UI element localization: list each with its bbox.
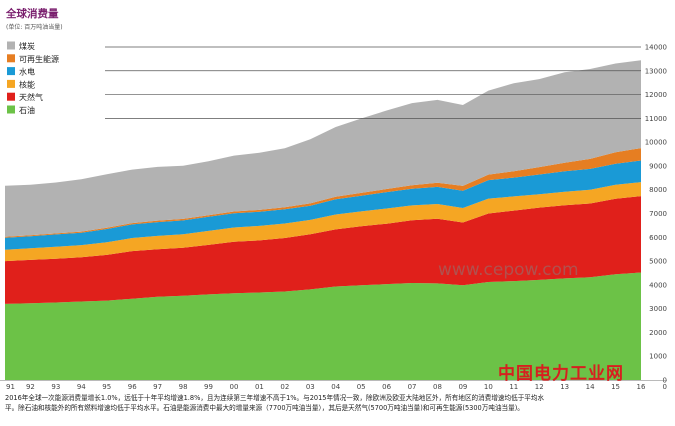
x-tick-label-25: 16 [637,383,646,391]
legend-label-1: 可再生能源 [19,54,59,64]
series-area-1 [5,196,641,304]
y-tick-label-5: 5000 [649,258,667,266]
stacked-area-chart: 0100020003000400050006000700080009000100… [0,41,667,391]
x-tick-label-3: 94 [77,383,86,391]
y-tick-label-12: 12000 [645,91,667,99]
series-area-5 [5,60,641,237]
y-tick-label-2: 2000 [649,329,667,337]
legend-swatch-0 [7,41,15,50]
y-tick-label-10: 10000 [645,139,667,147]
x-tick-label-7: 98 [179,383,188,391]
x-tick-label-15: 06 [382,383,391,391]
x-tick-label-8: 99 [204,383,213,391]
x-tick-label-18: 09 [458,383,467,391]
legend-label-4: 天然气 [19,92,43,102]
y-axis: 0100020003000400050006000700080009000100… [645,44,667,385]
legend-swatch-4 [7,92,15,101]
legend-swatch-1 [7,54,15,63]
y-tick-label-7: 7000 [649,210,667,218]
y-tick-label-11: 11000 [645,115,667,123]
y-tick-label-14: 14000 [645,44,667,52]
x-tick-label-22: 13 [560,383,569,391]
legend-label-2: 水电 [19,67,35,77]
y-tick-label-9: 9000 [649,162,667,170]
chart-title: 全球消费量 [6,8,59,20]
watermark-url: www.cepow.com [438,260,579,280]
x-tick-label-1: 92 [26,383,35,391]
caption: 2016年全球一次能源消费量增长1.0%，远低于十年平均增速1.8%，且为连续第… [5,393,673,413]
x-axis-end-label: 0 [663,383,667,391]
x-tick-label-6: 97 [153,383,162,391]
y-tick-label-4: 4000 [649,281,667,289]
gridlines [105,46,641,119]
legend-label-0: 煤炭 [19,41,35,51]
x-tick-label-12: 03 [306,383,315,391]
legend-label-5: 石油 [19,105,35,115]
area-layers [5,60,641,380]
x-tick-label-0: 91 [6,383,15,391]
x-tick-label-21: 12 [535,383,544,391]
y-tick-label-8: 8000 [649,186,667,194]
legend-swatch-2 [7,67,15,76]
x-tick-label-4: 95 [102,383,111,391]
legend-swatch-3 [7,79,15,88]
legend-swatch-5 [7,105,15,114]
caption-line-2: 平。除石油和核能外的所有燃料增速均低于平均水平。石油是能源消费中最大的增量来源（… [5,404,524,412]
x-tick-label-11: 02 [280,383,289,391]
x-tick-label-2: 93 [51,383,60,391]
x-axis: 91 92 93 94 95 96 97 98 99 00 01 02 03 04 05 06 07 08 09 10… [0,380,667,391]
series-area-3 [5,160,641,250]
watermark-logo-text: 中国电力工业网 [498,364,624,384]
x-tick-label-9: 00 [229,383,238,391]
x-tick-label-10: 01 [255,383,264,391]
x-tick-label-16: 07 [408,383,417,391]
x-tick-label-17: 08 [433,383,442,391]
x-tick-label-19: 10 [484,383,493,391]
chart-subtitle: (单位: 百万吨油当量) [6,24,63,31]
y-tick-label-1: 1000 [649,353,667,361]
caption-line-1: 2016年全球一次能源消费量增长1.0%，远低于十年平均增速1.8%，且为连续第… [5,394,545,402]
x-tick-label-5: 96 [128,383,137,391]
legend-label-3: 核能 [19,79,35,89]
series-area-0 [5,272,641,380]
y-tick-label-6: 6000 [649,234,667,242]
x-tick-label-13: 04 [331,383,340,391]
x-tick-label-20: 11 [509,383,518,391]
series-area-2 [5,182,641,262]
x-tick-label-23: 14 [586,383,595,391]
x-tick-label-14: 05 [357,383,366,391]
y-tick-label-3: 3000 [649,305,667,313]
y-tick-label-13: 13000 [645,67,667,75]
x-tick-label-24: 15 [611,383,620,391]
